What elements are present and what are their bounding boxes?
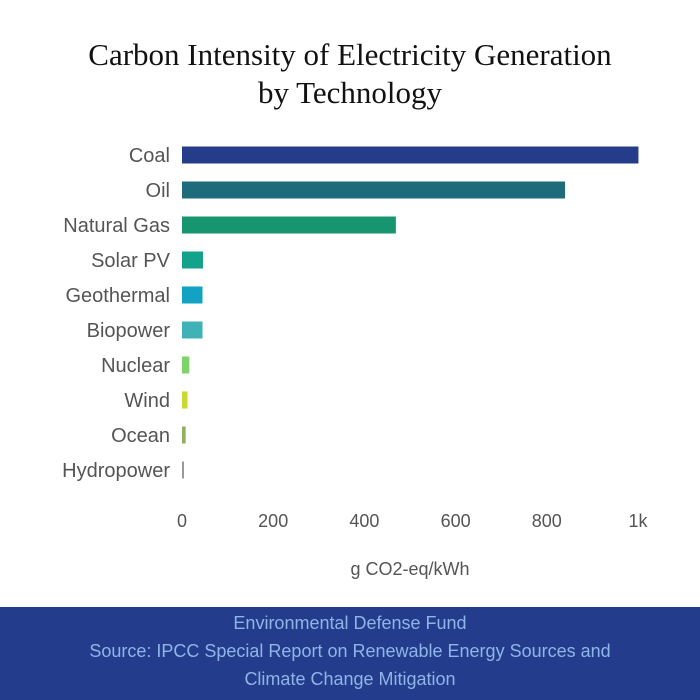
category-label-nuclear: Nuclear — [101, 355, 170, 377]
chart-title-line-2: by Technology — [257, 75, 443, 110]
footer: Environmental Defense Fund Source: IPCC … — [0, 607, 700, 700]
chart-title-line-1: Carbon Intensity of Electricity Generati… — [88, 37, 612, 72]
category-label-coal: Coal — [129, 145, 170, 167]
bar-oil — [182, 181, 566, 199]
category-label-oil: Oil — [146, 180, 170, 202]
x-tick-label-3: 600 — [441, 511, 471, 531]
category-label-hydropower: Hydropower — [62, 460, 170, 482]
bar-geothermal — [182, 286, 203, 304]
bar-chart: Coal Oil Natural Gas Solar PV Geothermal Biop… — [62, 145, 648, 579]
bar-natural-gas — [182, 216, 396, 234]
footer-source-line-1: Source: IPCC Special Report on Renewable… — [89, 641, 611, 661]
x-axis-label: g CO2-eq/kWh — [350, 559, 469, 579]
bar-ocean — [182, 426, 186, 444]
x-tick-label-4: 800 — [532, 511, 562, 531]
category-label-ocean: Ocean — [111, 425, 170, 447]
category-label-solar-pv: Solar PV — [91, 250, 171, 272]
category-label-natural-gas: Natural Gas — [63, 215, 170, 237]
x-tick-label-5: 1k — [628, 511, 648, 531]
category-label-geothermal: Geothermal — [66, 285, 171, 307]
x-tick-label-1: 200 — [258, 511, 288, 531]
bar-nuclear — [182, 356, 190, 374]
x-tick-label-2: 400 — [349, 511, 379, 531]
category-label-biopower: Biopower — [87, 320, 171, 342]
footer-org: Environmental Defense Fund — [233, 613, 467, 633]
chart-title: Carbon Intensity of Electricity Generati… — [0, 36, 700, 112]
category-label-wind: Wind — [124, 390, 170, 412]
bar-biopower — [182, 321, 203, 339]
bar-hydropower — [182, 461, 184, 479]
x-tick-label-0: 0 — [177, 511, 187, 531]
bar-coal — [182, 146, 639, 164]
bar-wind — [182, 391, 188, 409]
bar-solar-pv — [182, 251, 203, 269]
footer-source-line-2: Climate Change Mitigation — [244, 669, 456, 689]
